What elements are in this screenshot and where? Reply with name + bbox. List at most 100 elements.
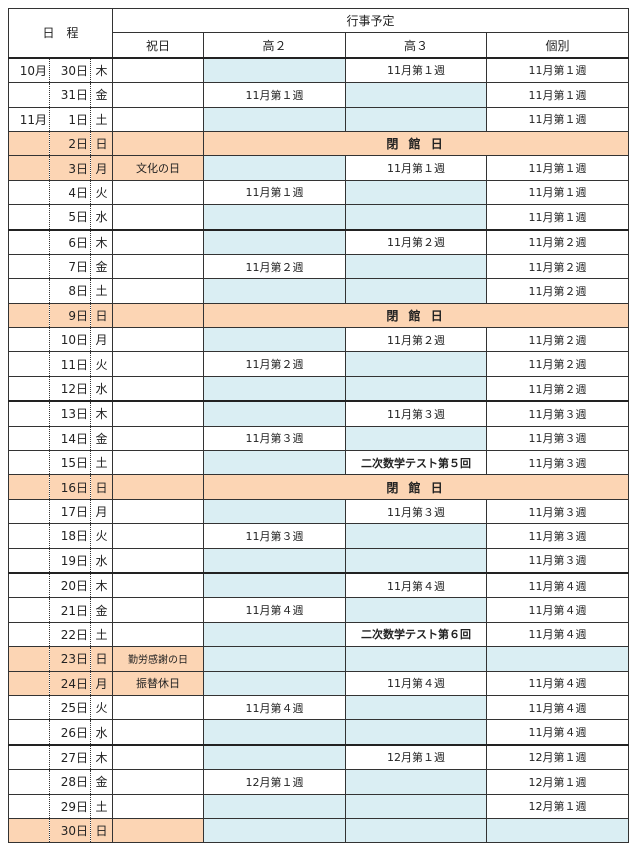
- kobetsu-cell: 11月第４週: [486, 670, 630, 696]
- koko3-cell: [345, 253, 488, 280]
- month-cell: 10月: [8, 57, 50, 84]
- weekday-cell: 水: [89, 547, 114, 574]
- month-cell: [8, 425, 50, 452]
- koko2-cell: [203, 155, 347, 181]
- koko2-column-header: 高２: [203, 32, 347, 59]
- day-cell: 10日: [49, 327, 91, 353]
- koko2-cell: 11月第２週: [203, 253, 347, 280]
- day-cell: 5日: [49, 204, 91, 231]
- month-cell: [8, 130, 50, 157]
- month-cell: [8, 204, 50, 231]
- month-cell: [8, 646, 50, 672]
- table-row: 19日水 11月第３週: [8, 547, 630, 574]
- day-cell: 6日: [49, 228, 91, 255]
- table-row: 4日火 11月第１週 11月第１週: [8, 179, 630, 206]
- koko2-cell: [203, 571, 347, 599]
- kobetsu-cell: 11月第２週: [486, 278, 630, 304]
- koko3-column-header: 高３: [345, 32, 488, 59]
- holiday-cell: [112, 106, 205, 132]
- table-row: 15日土 二次数学テスト第５回 11月第３週: [8, 450, 630, 476]
- koko3-cell: [345, 106, 488, 132]
- holiday-cell: [112, 793, 205, 819]
- month-cell: [8, 498, 50, 525]
- holiday-cell: [112, 597, 205, 623]
- weekday-cell: 土: [89, 793, 114, 819]
- month-cell: [8, 400, 50, 427]
- weekday-cell: 水: [89, 375, 114, 402]
- koko2-cell: 11月第２週: [203, 351, 347, 377]
- closed-day-cell: 閉 館 日: [203, 474, 630, 500]
- koko3-cell: 11月第３週: [345, 400, 488, 427]
- day-cell: 23日: [49, 646, 91, 672]
- koko2-cell: [203, 547, 347, 574]
- day-cell: 1日: [49, 106, 91, 132]
- koko2-cell: [203, 204, 347, 231]
- koko2-cell: [203, 450, 347, 476]
- kobetsu-cell: 11月第１週: [486, 106, 630, 132]
- events-header: 行事予定: [112, 7, 630, 34]
- koko3-cell: [345, 817, 488, 843]
- holiday-cell: [112, 571, 205, 599]
- koko2-cell: [203, 498, 347, 525]
- koko2-cell: [203, 817, 347, 843]
- table-row: 11月 1日土 11月第１週: [8, 106, 630, 132]
- koko3-cell: [345, 179, 488, 206]
- kobetsu-cell: 11月第４週: [486, 694, 630, 721]
- month-cell: [8, 743, 50, 771]
- koko3-cell: [345, 375, 488, 402]
- month-cell: [8, 621, 50, 648]
- table-row: 25日火 11月第４週 11月第４週: [8, 694, 630, 721]
- weekday-cell: 日: [89, 302, 114, 329]
- holiday-cell: [112, 400, 205, 427]
- koko2-cell: [203, 228, 347, 255]
- schedule-rows: 10月 30日木 11月第１週 11月第１週 31日金 11月第１週 11月第１週 11月 1日…: [8, 57, 630, 843]
- koko2-cell: 11月第３週: [203, 523, 347, 549]
- koko3-cell: 11月第１週: [345, 57, 488, 84]
- koko3-cell: [345, 425, 488, 452]
- koko2-cell: [203, 106, 347, 132]
- holiday-cell: [112, 179, 205, 206]
- koko2-cell: [203, 646, 347, 672]
- koko3-cell: [345, 694, 488, 721]
- day-cell: 27日: [49, 743, 91, 771]
- weekday-cell: 火: [89, 523, 114, 549]
- koko3-cell: [345, 597, 488, 623]
- table-row: 18日火 11月第３週 11月第３週: [8, 523, 630, 549]
- table-row: 17日月 11月第３週 11月第３週: [8, 498, 630, 525]
- weekday-cell: 月: [89, 498, 114, 525]
- holiday-cell: [112, 253, 205, 280]
- table-row: 2日日 閉 館 日: [8, 130, 630, 157]
- month-cell: [8, 179, 50, 206]
- kobetsu-cell: 12月第１週: [486, 769, 630, 795]
- kobetsu-cell: 11月第４週: [486, 597, 630, 623]
- kobetsu-cell: 11月第３週: [486, 547, 630, 574]
- holiday-cell: [112, 450, 205, 476]
- kobetsu-cell: 11月第３週: [486, 450, 630, 476]
- day-cell: 13日: [49, 400, 91, 427]
- koko3-cell: 11月第４週: [345, 670, 488, 696]
- month-cell: [8, 327, 50, 353]
- weekday-cell: 月: [89, 155, 114, 181]
- day-cell: 7日: [49, 253, 91, 280]
- month-cell: [8, 375, 50, 402]
- day-cell: 26日: [49, 719, 91, 746]
- kobetsu-cell: 11月第２週: [486, 375, 630, 402]
- holiday-cell: [112, 228, 205, 255]
- kobetsu-cell: 11月第３週: [486, 523, 630, 549]
- weekday-cell: 土: [89, 621, 114, 648]
- day-cell: 29日: [49, 793, 91, 819]
- table-row: 28日金 12月第１週 12月第１週: [8, 769, 630, 795]
- closed-day-cell: 閉 館 日: [203, 130, 630, 157]
- koko2-cell: 11月第４週: [203, 694, 347, 721]
- weekday-cell: 木: [89, 57, 114, 84]
- day-cell: 9日: [49, 302, 91, 329]
- weekday-cell: 木: [89, 400, 114, 427]
- month-cell: [8, 571, 50, 599]
- koko3-cell: [345, 278, 488, 304]
- month-cell: [8, 719, 50, 746]
- month-cell: [8, 793, 50, 819]
- koko3-cell: [345, 793, 488, 819]
- koko3-cell: [345, 82, 488, 108]
- koko3-cell: 11月第２週: [345, 228, 488, 255]
- table-row: 24日月振替休日 11月第４週 11月第４週: [8, 670, 630, 696]
